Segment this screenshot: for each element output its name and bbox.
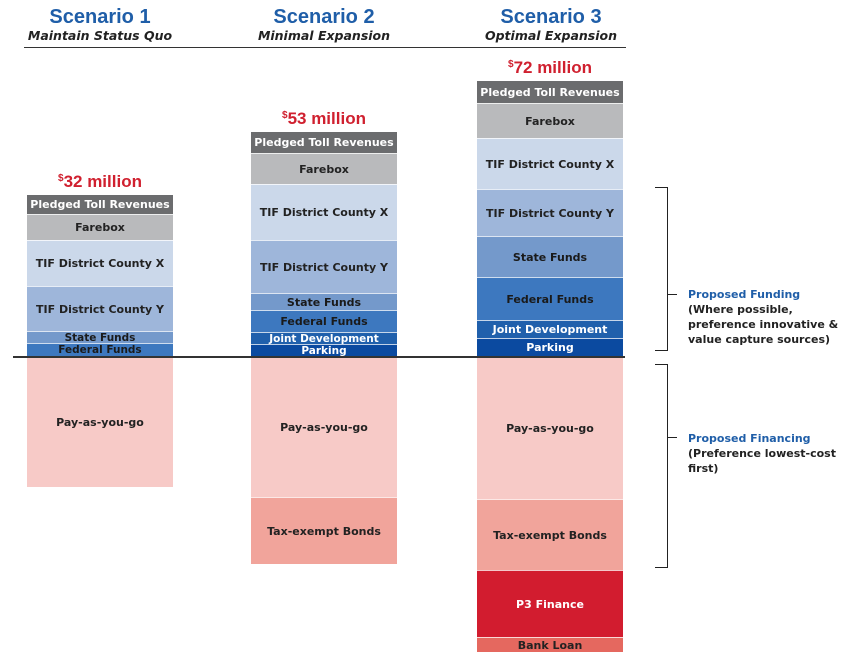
scenario-2-tif-district-county-x-segment: TIF District County X	[251, 184, 397, 240]
scenario-3-tax-exempt-bonds-segment: Tax-exempt Bonds	[477, 499, 623, 570]
scenario-1-state-funds-segment: State Funds	[27, 331, 173, 344]
scenario-3-tif-district-county-x-segment: TIF District County X	[477, 138, 623, 189]
scenario-2-farebox-segment: Farebox	[251, 153, 397, 184]
scenario-3-state-funds-segment: State Funds	[477, 236, 623, 277]
scenario-3-bank-loan-segment: Bank Loan	[477, 637, 623, 652]
proposed-financing-note-line: (Preference lowest-cost first)	[688, 447, 836, 475]
scenario-2-tax-exempt-bonds-segment: Tax-exempt Bonds	[251, 497, 397, 564]
scenario-3-header: Scenario 3 Optimal Expansion	[441, 6, 661, 43]
scenario-1-title: Scenario 1	[49, 6, 151, 28]
scenario-3-parking-segment: Parking	[477, 338, 623, 356]
scenario-2-total: $53 million	[231, 106, 417, 129]
scenario-3-p3-finance-segment: P3 Finance	[477, 570, 623, 637]
scenario-2-parking-segment: Parking	[251, 344, 397, 357]
scenario-1-header: Scenario 1 Maintain Status Quo	[0, 6, 210, 43]
scenario-1-pledged-toll-revenues-segment: Pledged Toll Revenues	[27, 195, 173, 214]
scenario-2-state-funds-segment: State Funds	[251, 293, 397, 310]
scenario-1-pay-as-you-go-segment: Pay-as-you-go	[27, 358, 173, 487]
proposed-financing-title: Proposed Financing	[688, 432, 811, 445]
scenario-1-total-value: 32 million	[63, 172, 142, 191]
scenario-3-total-value: 72 million	[513, 58, 592, 77]
scenario-3-total: $72 million	[457, 55, 643, 78]
scenario-2-title: Scenario 2	[273, 6, 375, 28]
scenario-3-joint-development-segment: Joint Development	[477, 320, 623, 338]
scenario-3-pay-as-you-go-segment: Pay-as-you-go	[477, 358, 623, 499]
scenario-3-title: Scenario 3	[500, 6, 602, 28]
financing-bracket-tick	[668, 437, 677, 439]
financing-bracket	[655, 364, 668, 568]
scenario-2-joint-development-segment: Joint Development	[251, 332, 397, 345]
proposed-financing-annotation: Proposed Financing (Preference lowest-cos…	[688, 431, 862, 476]
scenario-2-federal-funds-segment: Federal Funds	[251, 310, 397, 332]
scenario-2-header: Scenario 2 Minimal Expansion	[214, 6, 434, 43]
proposed-funding-note-line: (Where possible,	[688, 303, 793, 316]
scenario-3-total-currency: $	[508, 59, 514, 70]
scenario-2-subtitle: Minimal Expansion	[257, 28, 391, 43]
scenario-1-farebox-segment: Farebox	[27, 214, 173, 240]
funding-bracket-tick	[668, 294, 677, 296]
scenario-1-subtitle: Maintain Status Quo	[27, 28, 173, 43]
scenario-3-tif-district-county-y-segment: TIF District County Y	[477, 189, 623, 236]
proposed-funding-annotation: Proposed Funding (Where possible, preferen…	[688, 287, 838, 347]
proposed-funding-note-line: value capture sources)	[688, 333, 831, 346]
scenario-2-tif-district-county-y-segment: TIF District County Y	[251, 240, 397, 293]
scenario-1-tif-district-county-x-segment: TIF District County X	[27, 240, 173, 286]
scenario-1-total-currency: $	[58, 173, 64, 184]
funding-financing-divider	[13, 356, 625, 358]
scenario-2-total-value: 53 million	[287, 109, 366, 128]
scenario-1-total: $32 million	[7, 169, 193, 192]
scenario-3-farebox-segment: Farebox	[477, 103, 623, 138]
proposed-funding-note-line: preference innovative &	[688, 318, 839, 331]
scenario-3-pledged-toll-revenues-segment: Pledged Toll Revenues	[477, 81, 623, 103]
header-underline	[24, 47, 626, 48]
scenario-1-tif-district-county-y-segment: TIF District County Y	[27, 286, 173, 331]
proposed-funding-title: Proposed Funding	[688, 288, 801, 301]
funding-bracket	[655, 187, 668, 351]
scenario-3-subtitle: Optimal Expansion	[484, 28, 618, 43]
scenario-2-total-currency: $	[282, 110, 288, 121]
scenario-2-pay-as-you-go-segment: Pay-as-you-go	[251, 358, 397, 497]
scenario-3-federal-funds-segment: Federal Funds	[477, 277, 623, 320]
scenario-1-federal-funds-segment: Federal Funds	[27, 343, 173, 356]
scenario-2-pledged-toll-revenues-segment: Pledged Toll Revenues	[251, 132, 397, 153]
